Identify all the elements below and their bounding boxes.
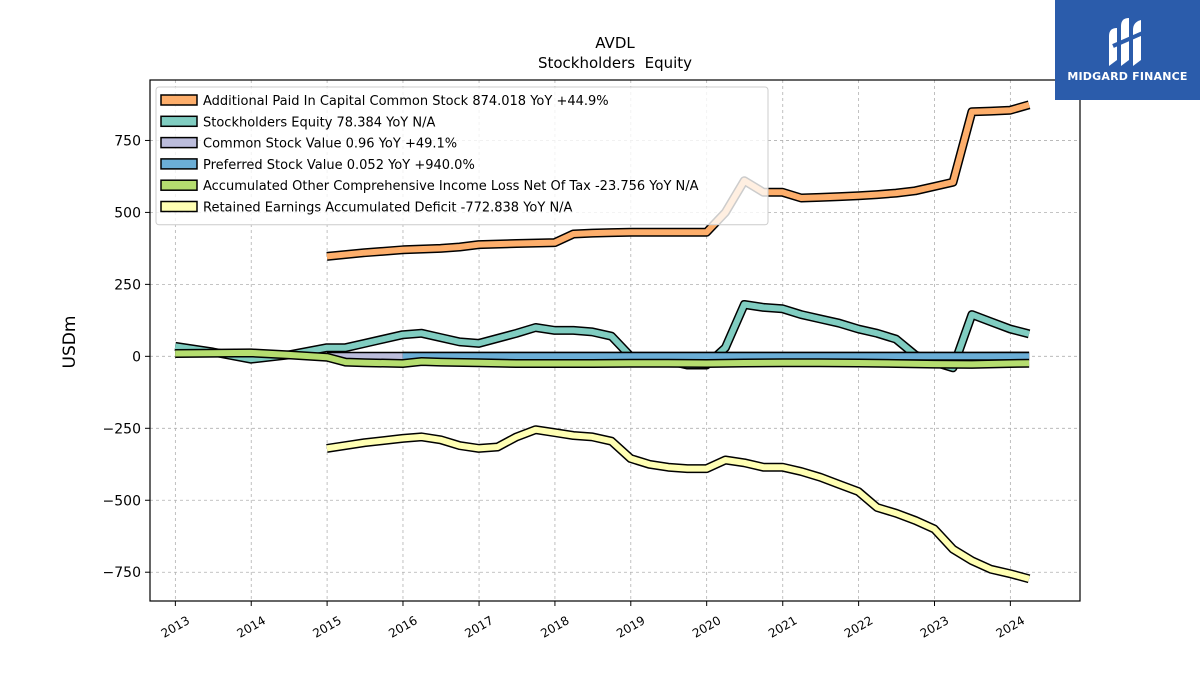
legend: Additional Paid In Capital Common Stock … xyxy=(155,86,769,226)
y-tick-label: −500 xyxy=(103,493,141,509)
series-line-5 xyxy=(326,425,1031,584)
x-tick-label: 2023 xyxy=(918,613,951,640)
legend-label: Additional Paid In Capital Common Stock … xyxy=(203,94,609,109)
y-tick-label: −250 xyxy=(103,421,141,437)
legend-swatch xyxy=(160,179,198,191)
series-outline xyxy=(326,425,1031,584)
y-axis-label: USDm xyxy=(60,316,80,369)
x-tick-label: 2019 xyxy=(614,613,647,640)
legend-label: Preferred Stock Value 0.052 YoY +940.0% xyxy=(203,158,475,173)
legend-label: Accumulated Other Comprehensive Income L… xyxy=(203,179,699,194)
x-tick-label: 2016 xyxy=(386,613,419,640)
y-tick-label: 750 xyxy=(114,133,141,149)
x-tick-label: 2014 xyxy=(235,613,268,640)
series-line-4 xyxy=(175,348,1030,369)
legend-swatch xyxy=(160,94,198,106)
series-fill xyxy=(326,426,1030,582)
series-fill xyxy=(175,349,1030,368)
legend-swatch xyxy=(160,136,198,149)
x-tick-label: 2018 xyxy=(538,613,571,640)
legend-swatch xyxy=(160,158,198,170)
logo-mark-icon xyxy=(1109,18,1146,66)
x-tick-label: 2022 xyxy=(842,613,875,640)
x-tick-label: 2015 xyxy=(310,613,343,640)
x-tick-label: 2021 xyxy=(766,613,799,640)
legend-label: Retained Earnings Accumulated Deficit -7… xyxy=(203,201,573,216)
brand-logo: MIDGARD FINANCE xyxy=(1055,0,1200,100)
y-axis: −750 −500 −250 0 250 500 750 xyxy=(103,133,150,581)
y-tick-label: −750 xyxy=(103,565,141,581)
logo-text: MIDGARD FINANCE xyxy=(1067,70,1188,83)
plot-frame xyxy=(149,79,1081,602)
x-tick-label: 2013 xyxy=(159,613,192,640)
y-tick-label: 0 xyxy=(132,349,141,365)
legend-swatch xyxy=(160,200,198,213)
legend-box xyxy=(155,86,769,226)
x-axis: 2013 2014 2015 2016 2017 2018 2019 2020 2021 2022… xyxy=(159,601,1027,641)
x-tick-label: 2024 xyxy=(994,613,1027,640)
y-tick-label: 500 xyxy=(114,205,141,221)
legend-label: Stockholders Equity 78.384 YoY N/A xyxy=(203,115,435,130)
legend-label: Common Stock Value 0.96 YoY +49.1% xyxy=(203,137,457,152)
x-tick-label: 2017 xyxy=(462,613,495,640)
x-tick-label: 2020 xyxy=(690,613,723,640)
chart-subtitle: Stockholders Equity xyxy=(538,54,692,72)
chart-title: AVDL xyxy=(595,34,635,52)
legend-swatch xyxy=(160,115,198,128)
y-tick-label: 250 xyxy=(114,277,141,293)
